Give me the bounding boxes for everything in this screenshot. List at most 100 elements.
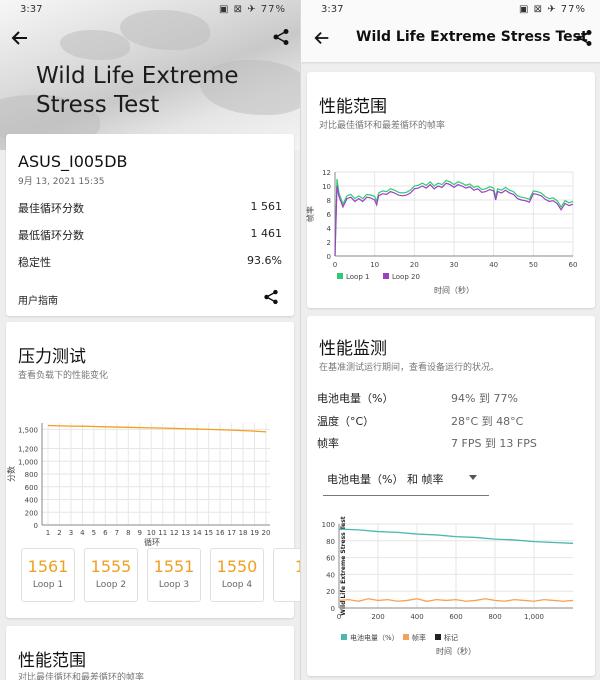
back-arrow-icon[interactable]	[10, 28, 32, 50]
dropdown-value: 电池电量（%） 和 帧率	[327, 473, 444, 486]
score-series-line	[47, 424, 267, 433]
stat-row: 最佳循环分数 1 561	[18, 200, 282, 216]
y-tick-label: 400	[25, 497, 38, 505]
x-tick-label: 40	[489, 261, 498, 269]
y-tick-label: 6	[327, 211, 332, 219]
loop-score-card[interactable]: 1561 Loop 1	[21, 548, 75, 602]
x-tick-label: 8	[126, 529, 130, 537]
x-tick-label: 17	[227, 529, 236, 537]
hero-banner	[0, 0, 300, 150]
y-tick-label: 1,000	[18, 458, 38, 466]
metric-dropdown[interactable]: 电池电量（%） 和 帧率	[323, 462, 489, 496]
loop-score-card[interactable]: 1555 Loop 2	[84, 548, 138, 602]
y-tick-label: 0	[331, 605, 335, 613]
stat-value: 93.6%	[247, 254, 282, 267]
y-tick-label: 8	[327, 197, 331, 205]
legend-swatch	[341, 634, 347, 640]
loop-score-card[interactable]: 1550 Loop 4	[210, 548, 264, 602]
x-axis-label: 时间（秒）	[436, 646, 476, 656]
section-title: 性能监测	[319, 339, 387, 359]
app-bar-title: Wild Life Extreme Stress Test	[356, 29, 588, 45]
series-line-0	[338, 528, 574, 544]
stat-label: 最佳循环分数	[18, 202, 84, 215]
stat-label: 稳定性	[18, 256, 51, 269]
monitor-value: 94% 到 77%	[451, 392, 518, 405]
user-guide-link[interactable]: 用户指南	[18, 292, 282, 308]
x-tick-label: 600	[449, 613, 462, 621]
monitor-value: 28°C 到 48°C	[451, 415, 524, 428]
share-icon[interactable]	[575, 29, 593, 47]
monitor-label: 电池电量（%）	[317, 392, 394, 405]
app-bar	[301, 0, 600, 62]
y-tick-label: 40	[326, 571, 335, 579]
legend-label: 标记	[444, 633, 458, 642]
x-tick-label: 20	[410, 261, 419, 269]
loop-label: Loop 3	[158, 580, 190, 590]
legend-swatch	[337, 273, 343, 279]
y-tick-label: 60	[326, 555, 335, 563]
y-tick-label: 600	[25, 484, 38, 492]
section-title: 性能范围	[18, 651, 86, 671]
loop-score-card[interactable]: 1551 Loop 3	[147, 548, 201, 602]
x-tick-label: 13	[181, 529, 190, 537]
x-tick-label: 20	[262, 529, 271, 537]
status-icons: ▣ ⊠ ✈ 77%	[519, 4, 586, 15]
legend-swatch	[435, 634, 441, 640]
battery-level: 77%	[260, 4, 286, 15]
section-title: 性能范围	[319, 97, 387, 117]
x-tick-label: 0	[337, 613, 341, 621]
y-axis-label: 分数	[6, 466, 16, 482]
share-icon[interactable]	[263, 289, 279, 305]
y-tick-label: 2	[327, 239, 331, 247]
loop-score: 1550	[216, 557, 258, 576]
y-tick-label: 1,500	[18, 426, 38, 434]
back-arrow-icon[interactable]	[313, 29, 335, 51]
y-tick-label: 200	[25, 509, 38, 517]
stat-row: 稳定性 93.6%	[18, 254, 282, 270]
x-axis-label: 循环	[144, 537, 160, 547]
hero-texture	[120, 10, 210, 50]
y-tick-label: 80	[326, 538, 335, 546]
share-icon[interactable]	[272, 28, 290, 46]
performance-range-card: 性能范围 对比最佳循环和最差循环的帧率	[6, 626, 294, 680]
stat-label: 最低循环分数	[18, 229, 84, 242]
x-tick-label: 4	[80, 529, 85, 537]
x-tick-label: 9	[138, 529, 142, 537]
x-tick-label: 16	[216, 529, 225, 537]
stat-value: 1 561	[250, 200, 283, 213]
y-tick-label: 0	[34, 522, 38, 530]
y-tick-label: 0	[327, 253, 331, 261]
status-icons: ▣ ⊠ ✈ 77%	[219, 4, 286, 15]
status-time: 3:37	[321, 4, 344, 15]
legend-label: 帧率	[412, 633, 426, 642]
status-bar: 3:37 ▣ ⊠ ✈ 77%	[301, 0, 600, 20]
y-tick-label: 12	[322, 169, 331, 177]
x-tick-label: 60	[569, 261, 578, 269]
battery-level: 77%	[560, 4, 586, 15]
chevron-down-icon	[469, 475, 477, 480]
section-subtitle: 在基准测试运行期间，查看设备运行的状况。	[319, 363, 500, 373]
series-line-1	[338, 598, 574, 602]
y-axis-label: 帧率	[305, 206, 315, 222]
x-tick-label: 19	[250, 529, 259, 537]
status-time: 3:37	[20, 4, 43, 15]
y-tick-label: 20	[326, 588, 335, 596]
monitor-label: 温度（°C）	[317, 415, 375, 428]
loop-score-card[interactable]: 1	[273, 548, 300, 602]
monitor-value: 7 FPS 到 13 FPS	[451, 437, 537, 450]
x-tick-label: 30	[450, 261, 459, 269]
right-screen: 3:37 ▣ ⊠ ✈ 77% Wild Life Extreme Stress …	[300, 0, 600, 680]
x-tick-label: 1,000	[524, 613, 544, 621]
x-tick-label: 12	[170, 529, 179, 537]
x-axis-label: 时间（秒）	[434, 285, 474, 295]
monitor-row: 帧率 7 FPS 到 13 FPS	[317, 435, 590, 451]
x-tick-label: 7	[115, 529, 119, 537]
loop-label: Loop 4	[221, 580, 253, 590]
test-date: 9月 13, 2021 15:35	[18, 177, 105, 187]
loop-score: 1555	[90, 557, 132, 576]
x-tick-label: 6	[103, 529, 108, 537]
monitor-row: 电池电量（%） 94% 到 77%	[317, 390, 590, 406]
user-guide-label: 用户指南	[18, 296, 58, 307]
legend-label: 电池电量（%）	[350, 633, 399, 642]
